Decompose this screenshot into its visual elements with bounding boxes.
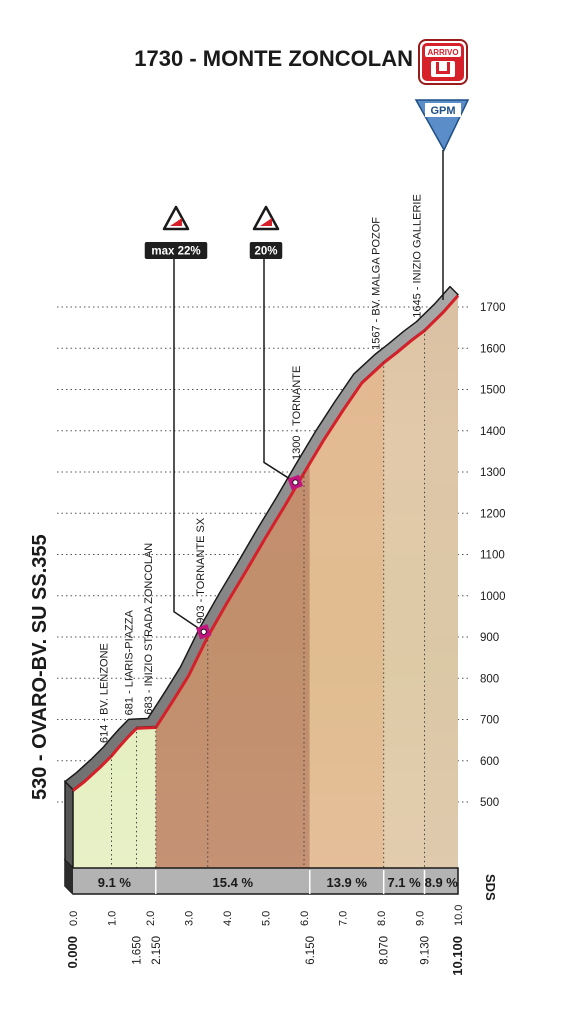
distance-label: 8.070 — [379, 936, 391, 965]
waypoint-lines — [111, 329, 426, 868]
gradient-flag-label: 20% — [254, 246, 277, 258]
warning-triangle-icon — [162, 205, 190, 231]
gradient-flag-label: max 22% — [151, 246, 200, 258]
waypoint-label: 614 - BV. LENZONE — [99, 643, 111, 743]
y-tick-label: 500 — [480, 797, 499, 809]
sds-label: SDS — [483, 874, 498, 901]
segment-gradient-label: 7.1 % — [387, 875, 421, 890]
gpm-marker: GPM — [414, 99, 470, 300]
y-tick-label: 700 — [480, 715, 499, 727]
waypoint-label: 681 - LIARIS-PIAZZA — [124, 610, 136, 716]
gradient-flag-box — [249, 242, 283, 259]
segment-fill-1 — [155, 464, 310, 868]
segment-fill-2 — [309, 363, 384, 868]
start-label: 530 - OVARO-BV. SU SS.355 — [29, 534, 51, 800]
segment-fill-0 — [73, 728, 156, 868]
waypoint-label: 683 - INIZIO STRADA ZONCOLAN — [143, 543, 155, 715]
elevation-line — [72, 294, 460, 792]
waypoint-label: 903 - TORNANTE SX — [195, 517, 207, 624]
gradient-marker-dot — [292, 479, 299, 486]
distance-label: 10.100 — [450, 936, 465, 976]
x-tick-label: 6.0 — [299, 911, 311, 926]
y-tick-label: 1700 — [480, 302, 506, 314]
chart-title: 1730 - MONTE ZONCOLAN — [134, 46, 413, 71]
gradient-bar-edge — [65, 860, 73, 894]
gradient-flag-leader — [263, 259, 296, 484]
gradient-flag-leader — [173, 259, 205, 633]
y-tick-label: 1000 — [480, 591, 506, 603]
finish-badge: ARRIVO — [418, 39, 468, 85]
gradient-marker-dot — [200, 628, 207, 635]
x-tick-label: 5.0 — [261, 911, 273, 926]
y-tick-label: 1600 — [480, 343, 506, 355]
distance-label: 9.130 — [420, 936, 432, 965]
finish-line-icon — [431, 61, 455, 77]
warning-triangle-icon — [252, 205, 280, 231]
waypoint-label: 1567 - BV. MALGA POZOF — [371, 217, 383, 350]
bottom-axis: 9.1 % 15.4 % 13.9 % 7.1 % 8.9 % 0.0 1.0 2.0 3.0 4… — [64, 858, 465, 976]
y-tick-label: 1500 — [480, 385, 506, 397]
x-tick-label: 7.0 — [338, 911, 350, 926]
x-tick-label: 0.0 — [68, 911, 80, 926]
waypoint-label: 1300 - TORNANTE — [291, 366, 303, 460]
segment-gradient-label: 13.9 % — [326, 875, 367, 890]
finish-badge-label: ARRIVO — [427, 48, 458, 57]
y-tick-label: 1400 — [480, 426, 506, 438]
gpm-label: GPM — [430, 105, 455, 117]
y-tick-label: 800 — [480, 673, 499, 685]
segment-fill-3 — [383, 331, 425, 868]
segment-gradient-label: 15.4 % — [213, 875, 254, 890]
distance-label: 2.150 — [151, 936, 163, 965]
segment-gradient-label: 9.1 % — [98, 875, 132, 890]
x-tick-label: 10.0 — [453, 905, 465, 926]
y-axis-tick-labels: 500 600 700 800 900 1000 1100 1200 1300 1400 1500 1… — [480, 302, 506, 809]
x-tick-label: 2.0 — [145, 911, 157, 926]
x-tick-label: 1.0 — [107, 911, 119, 926]
y-tick-label: 1200 — [480, 508, 506, 520]
segment-fill-4 — [424, 296, 458, 868]
y-tick-label: 1100 — [480, 550, 505, 562]
gradient-flag-box — [144, 242, 208, 259]
x-tick-label: 4.0 — [222, 911, 234, 926]
gradient-flag: max 22% — [144, 205, 212, 640]
road-start-wall — [64, 779, 74, 870]
x-tick-label: 3.0 — [184, 911, 196, 926]
segment-gradient-label: 8.9 % — [425, 875, 459, 890]
gradient-flags: max 22% 20% — [144, 205, 304, 640]
distance-label: 6.150 — [305, 936, 317, 965]
y-tick-label: 1300 — [480, 467, 506, 479]
x-tick-label: 8.0 — [376, 911, 388, 926]
x-tick-label: 9.0 — [415, 911, 427, 926]
waypoint-labels: 614 - BV. LENZONE 681 - LIARIS-PIAZZA 683 … — [99, 194, 424, 743]
distance-label: 0.000 — [65, 936, 80, 969]
y-tick-label: 600 — [480, 756, 499, 768]
gradient-flag: 20% — [249, 205, 304, 491]
y-tick-label: 900 — [480, 632, 499, 644]
distance-label: 1.650 — [132, 936, 144, 965]
gradient-segment-fills — [73, 294, 458, 868]
waypoint-label: 1645 - INIZIO GALLERIE — [412, 194, 424, 318]
